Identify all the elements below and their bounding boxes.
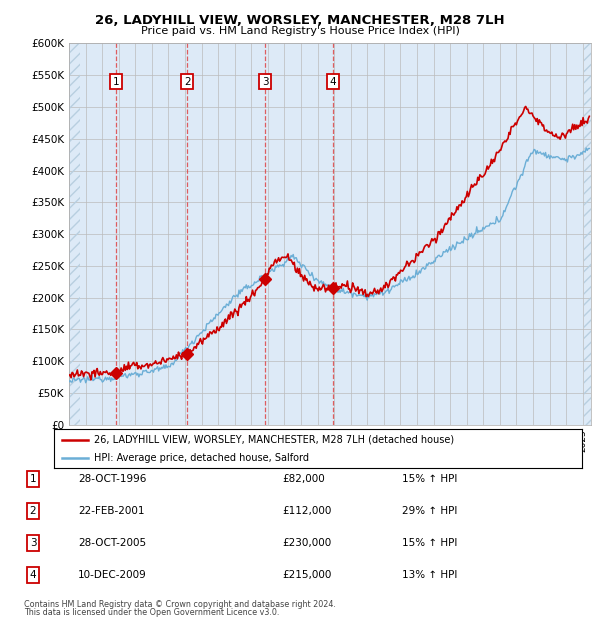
Text: 26, LADYHILL VIEW, WORSLEY, MANCHESTER, M28 7LH (detached house): 26, LADYHILL VIEW, WORSLEY, MANCHESTER, …: [94, 435, 454, 445]
Text: Price paid vs. HM Land Registry's House Price Index (HPI): Price paid vs. HM Land Registry's House …: [140, 26, 460, 36]
Text: 3: 3: [29, 538, 37, 548]
Text: 29% ↑ HPI: 29% ↑ HPI: [402, 506, 457, 516]
Text: 26, LADYHILL VIEW, WORSLEY, MANCHESTER, M28 7LH: 26, LADYHILL VIEW, WORSLEY, MANCHESTER, …: [95, 14, 505, 27]
Text: 15% ↑ HPI: 15% ↑ HPI: [402, 474, 457, 484]
Text: HPI: Average price, detached house, Salford: HPI: Average price, detached house, Salf…: [94, 453, 308, 463]
Text: 28-OCT-1996: 28-OCT-1996: [78, 474, 146, 484]
Text: This data is licensed under the Open Government Licence v3.0.: This data is licensed under the Open Gov…: [24, 608, 280, 617]
Text: 3: 3: [262, 76, 268, 87]
Text: Contains HM Land Registry data © Crown copyright and database right 2024.: Contains HM Land Registry data © Crown c…: [24, 600, 336, 609]
Text: £82,000: £82,000: [282, 474, 325, 484]
Text: 10-DEC-2009: 10-DEC-2009: [78, 570, 147, 580]
Text: £112,000: £112,000: [282, 506, 331, 516]
Text: 1: 1: [113, 76, 119, 87]
Text: 1: 1: [29, 474, 37, 484]
Text: 2: 2: [29, 506, 37, 516]
Text: £215,000: £215,000: [282, 570, 331, 580]
Text: 2: 2: [184, 76, 191, 87]
Text: 15% ↑ HPI: 15% ↑ HPI: [402, 538, 457, 548]
Text: 28-OCT-2005: 28-OCT-2005: [78, 538, 146, 548]
Bar: [584, 43, 592, 425]
Text: £230,000: £230,000: [282, 538, 331, 548]
Bar: [69, 43, 80, 425]
Text: 4: 4: [29, 570, 37, 580]
Text: 4: 4: [330, 76, 337, 87]
Text: 22-FEB-2001: 22-FEB-2001: [78, 506, 145, 516]
Text: 13% ↑ HPI: 13% ↑ HPI: [402, 570, 457, 580]
